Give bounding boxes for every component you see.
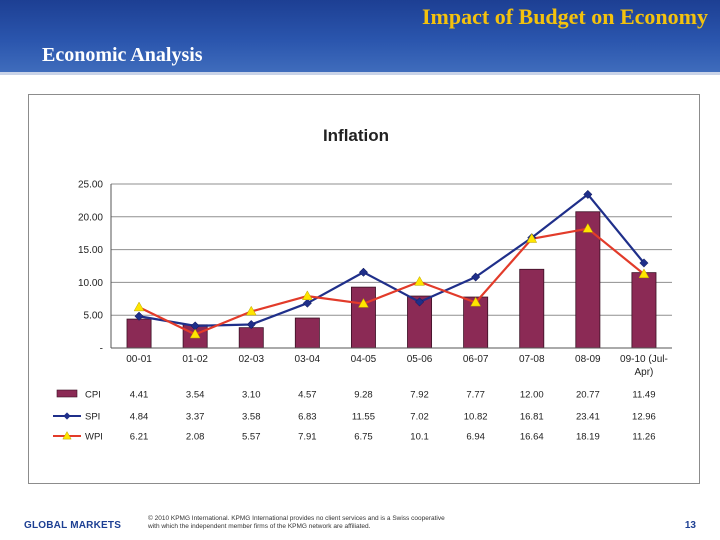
data-table-cell: 7.02 [410, 412, 429, 423]
x-tick-label: 07-08 [519, 354, 545, 365]
wpi-marker [470, 296, 482, 307]
y-tick-label: 25.00 [78, 180, 103, 191]
data-table-cell: 10.82 [464, 412, 488, 423]
data-table-cell: 6.94 [466, 432, 485, 443]
data-table-cell: 10.1 [410, 432, 429, 443]
y-tick-label: 15.00 [78, 245, 103, 256]
wpi-marker [189, 328, 201, 339]
cpi-bar [294, 317, 320, 349]
wpi-marker [133, 301, 145, 312]
spi-marker [134, 311, 144, 321]
cpi-bar [631, 272, 657, 349]
spi-marker [246, 319, 256, 330]
data-table-cell: 2.08 [186, 432, 205, 443]
legend-wpi-marker [62, 431, 72, 440]
data-table-cell: 9.28 [354, 390, 373, 401]
data-table-cell: 11.49 [632, 390, 655, 401]
wpi-marker [245, 305, 257, 316]
data-table-cell: 4.41 [130, 390, 149, 401]
legend-spi-marker [63, 412, 71, 420]
footer-copyright: © 2010 KPMG International. KPMG Internat… [148, 515, 488, 531]
legend-cpi-swatch [56, 389, 78, 398]
data-table-cell: 5.57 [242, 432, 261, 443]
cpi-bar [519, 268, 545, 349]
wpi-marker [301, 290, 313, 301]
data-table-cell: 18.19 [576, 432, 600, 443]
wpi-line [138, 227, 645, 336]
x-tick-label: 05-06 [407, 354, 433, 365]
wpi-marker [638, 268, 650, 279]
spi-line [138, 193, 645, 327]
spi-marker [302, 298, 312, 308]
data-table-cell: 23.41 [576, 412, 600, 423]
data-table-cell: 4.57 [298, 390, 317, 401]
slide-title: Impact of Budget on Economy [421, 4, 708, 29]
data-table-cell: 7.92 [410, 390, 429, 401]
inflation-chart: Inflation 25.00 20.00 15.00 10.00 5.00 - 00-01… [53, 126, 672, 443]
x-tick-label: 09-10 (Jul- [620, 354, 668, 365]
wpi-marker [414, 276, 425, 286]
spi-marker [639, 258, 649, 268]
chart-frame: Inflation 25.00 20.00 15.00 10.00 5.00 - 00-01… [28, 94, 700, 484]
data-table-cell: 11.55 [352, 412, 375, 423]
data-table-cell: 7.77 [466, 390, 485, 401]
data-table-cell: 16.81 [520, 412, 544, 423]
x-tick-label: 06-07 [463, 354, 489, 365]
data-table-cell: 12.96 [632, 412, 656, 423]
footer-brand: GLOBAL MARKETS [24, 520, 122, 531]
data-table-cell: 3.37 [186, 412, 205, 423]
spi-marker [583, 189, 593, 199]
data-table-cell: 3.54 [186, 390, 205, 401]
y-tick-label: 5.00 [84, 311, 104, 322]
x-tick-label: 00-01 [126, 354, 152, 365]
x-tick-label: 01-02 [182, 354, 208, 365]
wpi-marker [358, 298, 369, 308]
y-tick-label: 20.00 [78, 212, 103, 223]
data-table-cell: 16.64 [520, 432, 544, 443]
data-table-cell: 4.84 [130, 412, 149, 423]
slide-header [0, 0, 720, 72]
cpi-bar [238, 327, 264, 349]
chart-title: Inflation [323, 126, 389, 145]
data-table-cell: 20.77 [576, 390, 600, 401]
data-table-cell: 3.10 [242, 390, 261, 401]
data-table-cell: 7.91 [298, 432, 317, 443]
data-table-cell: 6.75 [354, 432, 373, 443]
header-divider [0, 72, 720, 75]
legend-cpi-label: CPI [85, 390, 101, 401]
spi-marker [471, 272, 481, 282]
spi-marker [414, 297, 425, 307]
slide-subtitle: Economic Analysis [42, 44, 203, 66]
cpi-bar [350, 286, 376, 349]
copyright-line-2: with which the independent member firms … [148, 523, 371, 530]
data-table-cell: 6.21 [130, 432, 149, 443]
page-number: 13 [684, 520, 696, 531]
x-tick-label: 03-04 [295, 354, 321, 365]
x-tick-label: 08-09 [575, 354, 601, 365]
data-table-cell: 12.00 [520, 390, 544, 401]
copyright-line-1: © 2010 KPMG International. KPMG Internat… [148, 515, 445, 522]
wpi-marker [526, 233, 538, 243]
cpi-bar [126, 318, 152, 349]
legend-spi-label: SPI [85, 412, 100, 423]
y-tick-label: - [100, 344, 103, 355]
y-tick-label: 10.00 [78, 278, 103, 289]
x-tick-label: 04-05 [351, 354, 377, 365]
spi-marker [358, 267, 369, 277]
data-table-cell: 11.26 [632, 432, 655, 443]
x-tick-label: 02-03 [238, 354, 264, 365]
data-table-cell: 6.83 [298, 412, 317, 423]
wpi-marker [582, 222, 594, 233]
x-tick-label: Apr) [634, 367, 653, 378]
legend-wpi-label: WPI [85, 432, 103, 443]
data-table-cell: 3.58 [242, 412, 261, 423]
